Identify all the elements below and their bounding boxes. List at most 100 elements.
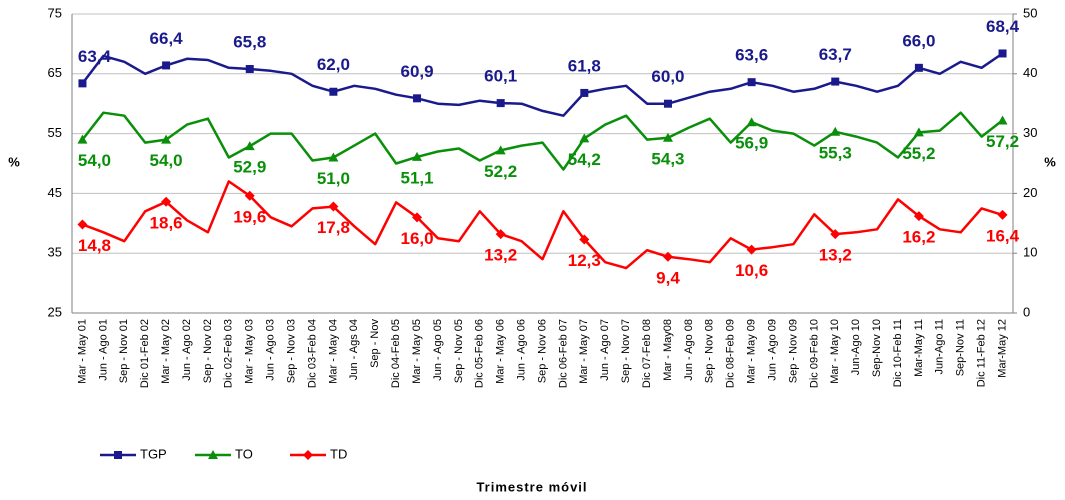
marker [208, 450, 218, 459]
marker [495, 229, 506, 240]
series-line [82, 180, 1003, 270]
x-tick-label: Mar - May08 [662, 319, 674, 381]
x-tick-label: Jun - Ago 08 [683, 319, 695, 381]
y-tick-label: 25 [48, 304, 62, 319]
data-label: 65,8 [233, 33, 266, 52]
y2-axis-label: % [1044, 154, 1056, 169]
marker [245, 65, 254, 74]
x-tick-label: Dic 05-Feb 06 [474, 319, 486, 388]
marker [328, 201, 339, 212]
data-label: 54,0 [150, 151, 183, 170]
y-tick-label: 45 [48, 185, 62, 200]
marker [161, 196, 172, 207]
data-label: 12,3 [568, 251, 601, 270]
x-tick-label: Jun - Ago 07 [599, 319, 611, 381]
marker [114, 451, 122, 459]
x-tick-label: Mar - May 03 [244, 319, 256, 384]
x-tick-label: Sep - Nov 02 [202, 319, 214, 383]
marker [663, 99, 672, 108]
x-tick-label: Dic 01-Feb 02 [139, 319, 151, 388]
data-label: 51,1 [400, 168, 433, 187]
data-label: 57,2 [986, 132, 1019, 151]
legend-label: TO [235, 446, 253, 461]
data-label: 16,2 [902, 228, 935, 247]
y-tick-label: 35 [48, 245, 62, 260]
marker [662, 251, 673, 262]
x-tick-label: Mar - May 09 [746, 319, 758, 384]
data-label: 51,0 [317, 169, 350, 188]
data-label: 18,6 [150, 213, 183, 232]
data-label: 62,0 [317, 55, 350, 74]
data-label: 55,3 [819, 143, 852, 162]
x-tick-label: Jun - Ago 06 [515, 319, 527, 381]
y-axis-label: % [8, 154, 20, 169]
x-tick-label: Dic 11-Feb 12 [976, 319, 988, 387]
legend-label: TGP [140, 446, 167, 461]
x-tick-label: Sep - Nov 09 [787, 319, 799, 383]
data-label: 60,9 [400, 62, 433, 81]
marker [328, 152, 339, 162]
x-tick-label: Jun - Ags 04 [348, 319, 360, 380]
y2-tick-label: 50 [1023, 5, 1037, 20]
x-tick-label: Jun-Ago 10 [850, 319, 862, 375]
x-tick-label: Dic 04-Feb 05 [390, 319, 402, 388]
data-label: 61,8 [568, 56, 601, 75]
x-tick-label: Jun - Ago 02 [181, 319, 193, 381]
data-label: 52,9 [233, 158, 266, 177]
marker [579, 133, 590, 143]
x-tick-label: Dic 03-Feb 04 [306, 319, 318, 388]
x-tick-label: Jun - Ago 03 [265, 319, 277, 381]
data-label: 55,2 [902, 144, 935, 163]
data-label: 52,2 [484, 162, 517, 181]
data-label: 16,0 [400, 229, 433, 248]
data-label: 9,4 [656, 268, 680, 287]
x-tick-label: Mar - May 06 [495, 319, 507, 384]
marker [78, 79, 87, 88]
x-tick-label: Jun - Ago 01 [97, 319, 109, 381]
data-label: 54,3 [651, 149, 684, 168]
marker [747, 78, 756, 87]
x-tick-label: Jun-Ago 11 [934, 319, 946, 374]
y2-tick-label: 30 [1023, 125, 1037, 140]
x-tick-label: Sep - Nov 06 [536, 319, 548, 383]
marker [413, 94, 422, 103]
marker [244, 141, 255, 151]
x-tick-label: Sep-Nov 10 [871, 319, 883, 377]
x-tick-label: Sep - Nov 08 [704, 319, 716, 383]
y-tick-label: 65 [48, 65, 62, 80]
series-line [81, 52, 1004, 117]
data-label: 10,6 [735, 261, 768, 280]
marker [997, 209, 1008, 220]
y-tick-label: 75 [48, 5, 62, 20]
data-label: 54,0 [78, 151, 111, 170]
data-label: 63,6 [735, 46, 768, 65]
marker [831, 77, 840, 86]
marker [913, 211, 924, 222]
x-tick-label: Sep - Nov 01 [118, 319, 130, 383]
marker [746, 117, 757, 127]
marker [580, 88, 589, 97]
marker [329, 87, 338, 96]
x-tick-label: Dic 07-Feb 08 [641, 319, 653, 388]
x-tick-label: Mar - May 10 [829, 319, 841, 384]
marker [830, 229, 841, 240]
data-label: 63,7 [819, 45, 852, 64]
data-label: 16,4 [986, 226, 1020, 245]
marker [914, 63, 923, 72]
y-tick-label: 55 [48, 125, 62, 140]
marker [495, 145, 506, 155]
x-tick-label: Dic 09-Feb 10 [808, 319, 820, 388]
x-axis-label: Trimestre móvil [476, 479, 587, 494]
x-tick-label: Dic 08-Feb 09 [725, 319, 737, 388]
data-label: 60,1 [484, 67, 517, 86]
data-label: 66,0 [902, 31, 935, 50]
x-tick-label: Dic 02-Feb 03 [223, 319, 235, 388]
x-tick-label: Mar - May 07 [578, 319, 590, 384]
marker [997, 115, 1008, 125]
legend-label: TD [330, 446, 347, 461]
data-label: 68,4 [986, 17, 1020, 36]
data-label: 56,9 [735, 134, 768, 153]
marker [998, 49, 1007, 58]
data-label: 54,2 [568, 150, 601, 169]
x-tick-label: Sep - Nov [369, 319, 381, 368]
